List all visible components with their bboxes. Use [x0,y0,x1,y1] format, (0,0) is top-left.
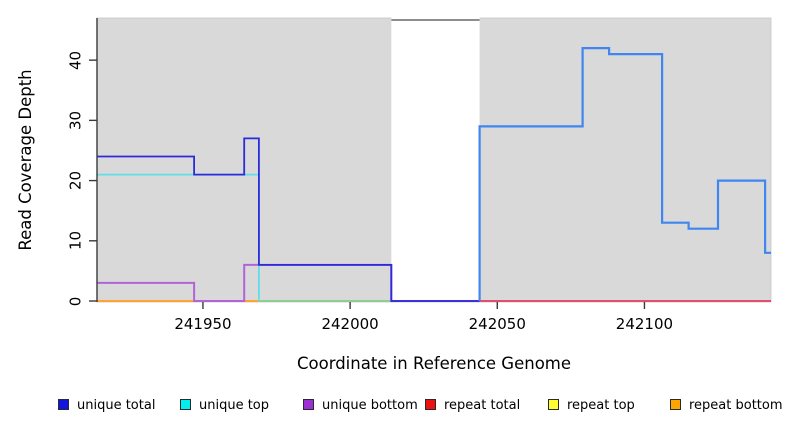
x-tick-label: 242000 [321,315,379,333]
legend: unique total unique top unique bottom repea… [0,397,792,419]
legend-label: unique top [199,398,270,413]
y-tick-label: 20 [66,171,85,191]
y-tick-label: 30 [66,110,85,130]
legend-swatch-icon [425,399,436,410]
legend-swatch-icon [670,399,681,410]
gap-region [391,17,480,302]
legend-label: unique bottom [322,398,418,413]
legend-swatch-icon [58,399,69,410]
y-tick-label: 0 [66,296,85,306]
legend-swatch-icon [303,399,314,410]
series-line [478,46,771,301]
legend-swatch-icon [180,399,191,410]
x-tick-label: 242050 [468,315,526,333]
legend-label: repeat top [567,398,635,413]
x-tick-label: 242100 [615,315,674,333]
legend-swatch-icon [548,399,559,410]
y-tick-label: 40 [66,50,85,70]
legend-label: repeat bottom [689,398,783,413]
plot-canvas [89,17,772,309]
x-axis-title: Coordinate in Reference Genome [296,354,572,373]
y-tick-label: 10 [66,231,85,251]
series-line [97,137,480,302]
legend-label: unique total [77,398,156,413]
x-tick-label: 241950 [174,315,232,333]
y-axis-title: Read Coverage Depth [16,69,35,251]
legend-label: repeat total [444,398,521,413]
